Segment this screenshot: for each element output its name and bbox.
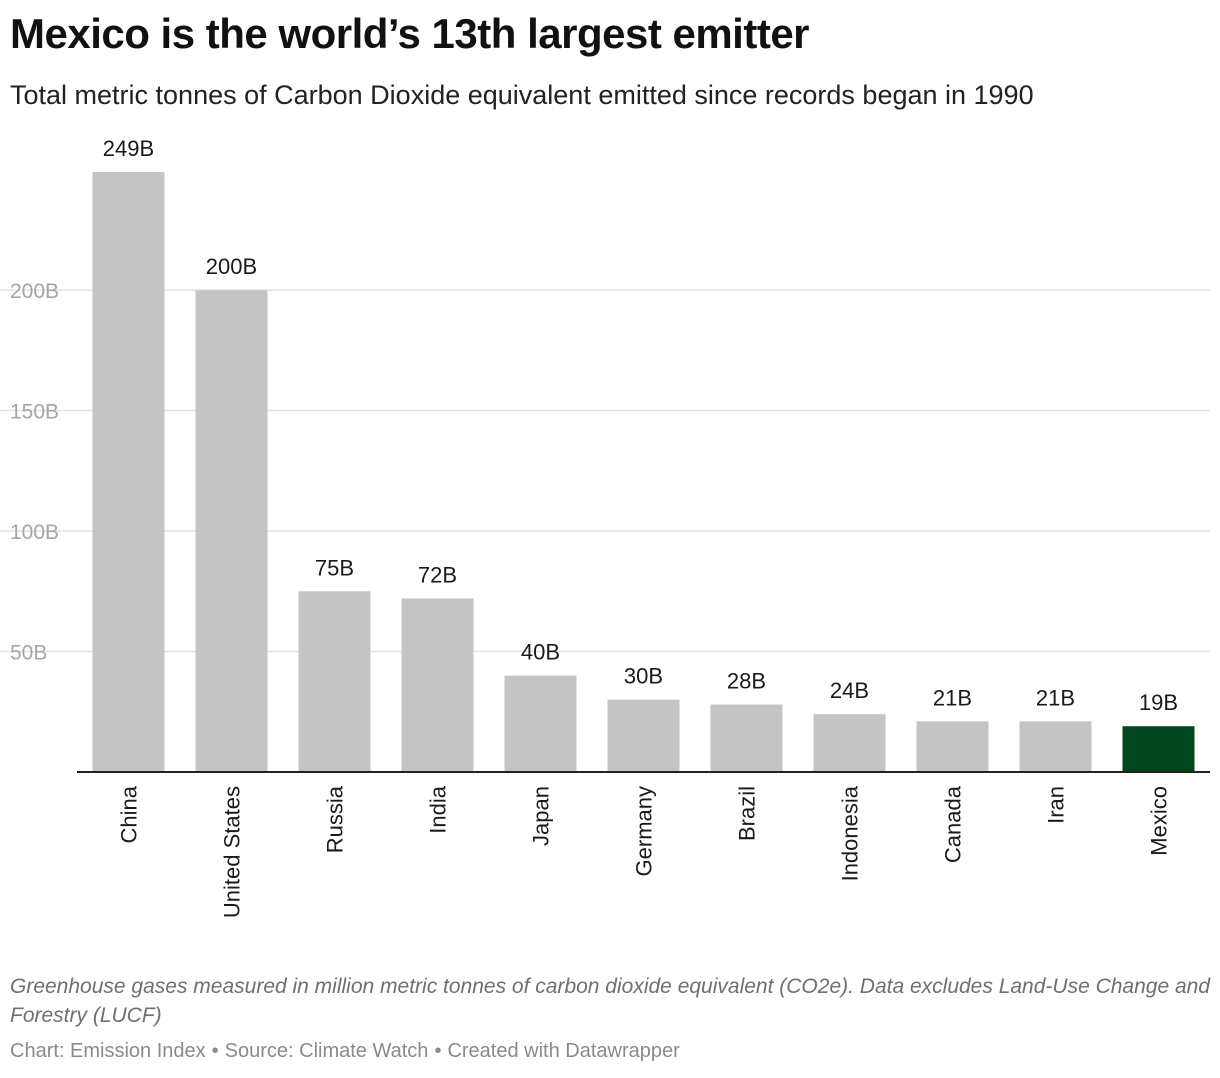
x-axis-ticks: China United States Russia India Japan German…: [117, 785, 1172, 918]
chart-title: Mexico is the world’s 13th largest emitt…: [10, 10, 810, 57]
grid-lines: [0, 289, 1210, 653]
data-label: 21B: [933, 685, 972, 710]
data-label: 40B: [521, 640, 560, 665]
value-labels: 249B 200B 75B 72B 40B 30B 28B 24B 21B 21B 19B: [103, 136, 1178, 715]
bar-china: [92, 172, 165, 772]
credit-tool: Created with Datawrapper: [447, 1040, 680, 1062]
x-tick-label: Iran: [1044, 786, 1069, 824]
credit-separator: •: [211, 1040, 219, 1062]
x-tick-label: China: [117, 785, 142, 843]
data-label: 24B: [830, 678, 869, 703]
bar-iran: [1019, 721, 1092, 772]
x-tick-label: India: [426, 785, 451, 833]
bar-india: [401, 598, 474, 772]
bars: [92, 172, 1195, 772]
bar-germany: [607, 699, 680, 772]
bar-united-states: [195, 290, 268, 772]
data-label: 249B: [103, 136, 154, 161]
chart-subtitle: Total metric tonnes of Carbon Dioxide eq…: [10, 80, 1034, 110]
x-tick-label: Brazil: [735, 786, 760, 841]
x-tick-label: Indonesia: [838, 785, 863, 881]
y-tick-label: 50B: [10, 642, 47, 665]
x-tick-label: United States: [220, 786, 245, 918]
x-tick-label: Canada: [941, 785, 966, 863]
credit-source: Source: Climate Watch: [224, 1040, 429, 1062]
data-label: 30B: [624, 664, 663, 689]
x-tick-label: Japan: [529, 786, 554, 846]
x-tick-label: Germany: [632, 786, 657, 876]
bar-canada: [916, 721, 989, 772]
data-label: 21B: [1036, 685, 1075, 710]
data-label: 75B: [315, 555, 354, 580]
bar-japan: [504, 675, 577, 772]
y-tick-label: 150B: [10, 401, 59, 424]
bar-mexico: [1122, 726, 1195, 772]
data-label: 200B: [206, 254, 257, 279]
y-tick-label: 100B: [10, 521, 59, 544]
y-axis-ticks: 50B 100B 150B 200B: [10, 280, 59, 664]
data-label: 19B: [1139, 690, 1178, 715]
x-tick-label: Russia: [323, 785, 348, 853]
credit-separator: •: [434, 1040, 442, 1062]
y-tick-label: 200B: [10, 280, 59, 303]
data-label: 72B: [418, 563, 457, 588]
credit-chart: Chart: Emission Index: [10, 1040, 206, 1062]
x-tick-label: Mexico: [1147, 786, 1172, 856]
chart-note: Greenhouse gases measured in million met…: [10, 975, 1211, 1027]
data-label: 28B: [727, 669, 766, 694]
bar-russia: [298, 591, 371, 772]
bar-brazil: [710, 704, 783, 772]
bar-indonesia: [813, 714, 886, 772]
chart-credits: Chart: Emission Index • Source: Climate Wa…: [10, 1040, 680, 1063]
